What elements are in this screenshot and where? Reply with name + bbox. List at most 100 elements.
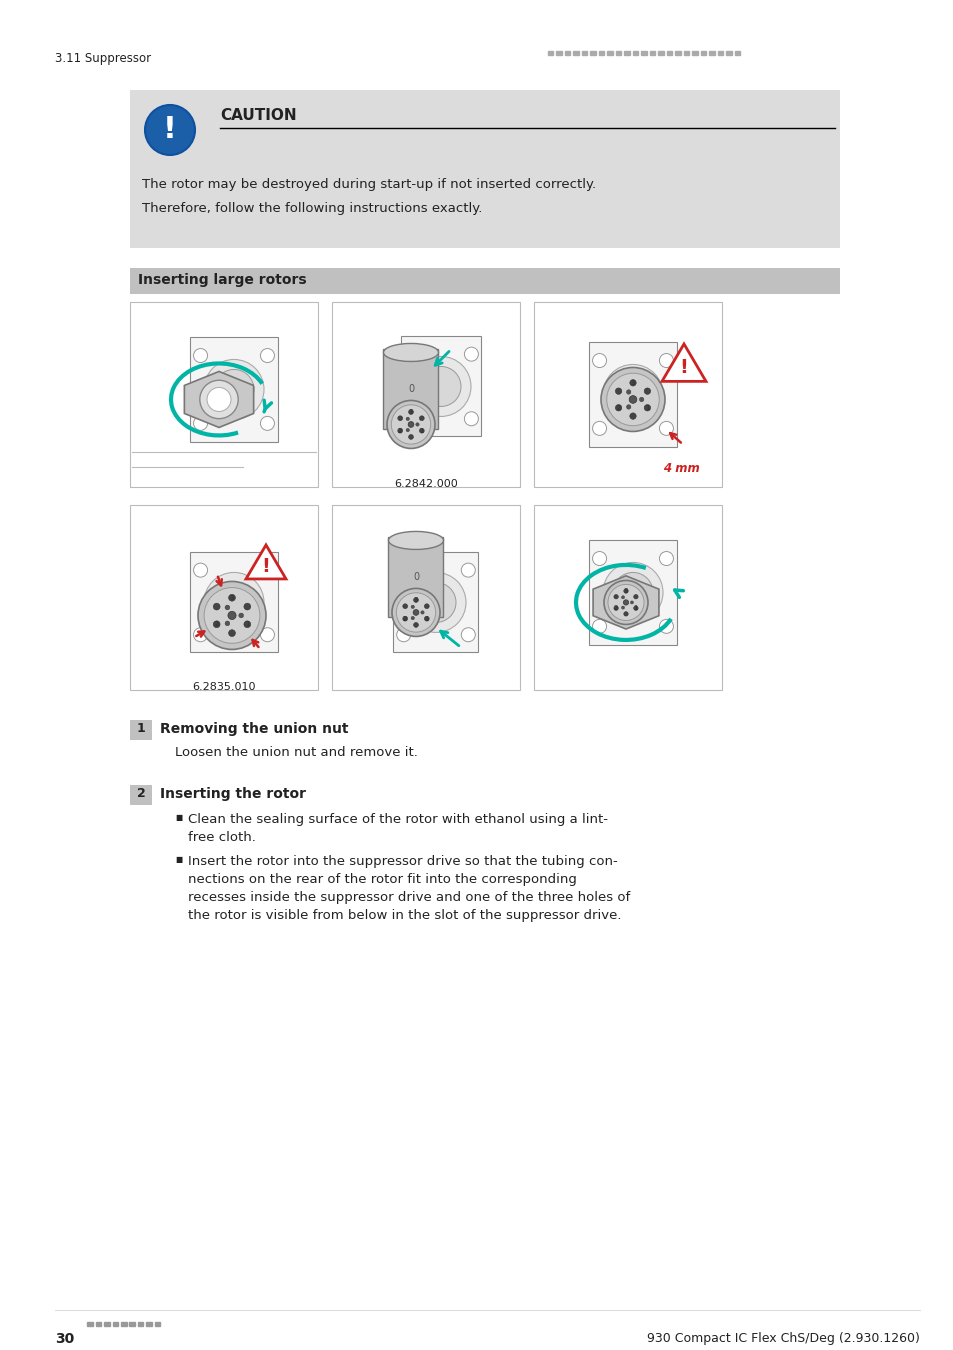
- Text: Loosen the union nut and remove it.: Loosen the union nut and remove it.: [174, 747, 417, 759]
- Polygon shape: [184, 371, 253, 428]
- Circle shape: [613, 374, 652, 414]
- Polygon shape: [661, 344, 705, 381]
- Circle shape: [613, 572, 652, 613]
- FancyBboxPatch shape: [400, 336, 480, 436]
- Circle shape: [629, 413, 636, 420]
- FancyBboxPatch shape: [534, 505, 721, 690]
- Circle shape: [198, 582, 266, 649]
- Bar: [718, 51, 722, 55]
- FancyBboxPatch shape: [383, 350, 438, 429]
- FancyBboxPatch shape: [332, 302, 519, 487]
- Circle shape: [408, 435, 413, 439]
- Circle shape: [592, 552, 606, 566]
- Circle shape: [260, 563, 274, 578]
- Text: free cloth.: free cloth.: [188, 830, 255, 844]
- Circle shape: [623, 612, 627, 616]
- Polygon shape: [246, 545, 286, 579]
- FancyBboxPatch shape: [588, 342, 677, 447]
- FancyBboxPatch shape: [130, 505, 317, 690]
- Circle shape: [193, 416, 208, 431]
- Circle shape: [602, 563, 662, 622]
- Circle shape: [416, 582, 456, 622]
- Circle shape: [225, 605, 230, 610]
- Circle shape: [402, 603, 407, 609]
- Circle shape: [643, 405, 650, 410]
- Circle shape: [145, 105, 194, 155]
- Bar: [154, 1323, 160, 1326]
- Circle shape: [229, 629, 235, 636]
- Circle shape: [614, 591, 637, 614]
- Circle shape: [620, 606, 624, 609]
- Circle shape: [659, 620, 673, 633]
- Bar: [709, 51, 714, 55]
- Text: 3: 3: [623, 589, 628, 594]
- Text: 2: 2: [614, 605, 618, 612]
- FancyBboxPatch shape: [190, 338, 277, 441]
- Circle shape: [199, 381, 238, 418]
- Bar: [581, 51, 587, 55]
- Text: 6.2842.000: 6.2842.000: [394, 479, 457, 489]
- Bar: [734, 51, 740, 55]
- Circle shape: [413, 610, 418, 616]
- Bar: [624, 51, 629, 55]
- Text: recesses inside the suppressor drive and one of the three holes of: recesses inside the suppressor drive and…: [188, 891, 630, 904]
- Bar: [590, 51, 596, 55]
- Circle shape: [464, 412, 477, 425]
- Circle shape: [260, 628, 274, 641]
- Circle shape: [626, 390, 630, 394]
- FancyBboxPatch shape: [130, 302, 317, 487]
- Text: 2: 2: [136, 787, 145, 801]
- Bar: [95, 1323, 101, 1326]
- Circle shape: [414, 622, 418, 628]
- Text: 2: 2: [402, 616, 407, 622]
- Text: ■: ■: [174, 855, 182, 864]
- Bar: [658, 51, 663, 55]
- Circle shape: [408, 409, 413, 414]
- Circle shape: [607, 585, 643, 621]
- Bar: [564, 51, 570, 55]
- Circle shape: [396, 628, 411, 641]
- Ellipse shape: [383, 343, 438, 362]
- Circle shape: [414, 598, 418, 602]
- Text: !: !: [261, 556, 270, 575]
- Circle shape: [392, 589, 439, 636]
- FancyBboxPatch shape: [393, 552, 478, 652]
- Circle shape: [207, 387, 231, 412]
- Circle shape: [629, 379, 636, 386]
- Text: 3: 3: [230, 595, 234, 601]
- Circle shape: [606, 373, 659, 425]
- Circle shape: [603, 580, 647, 625]
- Circle shape: [402, 617, 407, 621]
- FancyBboxPatch shape: [388, 537, 443, 617]
- Circle shape: [193, 563, 208, 578]
- Text: 1: 1: [424, 616, 429, 622]
- Bar: [112, 1323, 118, 1326]
- Circle shape: [225, 621, 230, 626]
- Text: 4 mm: 4 mm: [662, 463, 699, 475]
- FancyBboxPatch shape: [130, 90, 840, 248]
- Ellipse shape: [388, 532, 443, 549]
- Circle shape: [613, 594, 618, 599]
- Text: Removing the union nut: Removing the union nut: [160, 722, 348, 736]
- Text: 1: 1: [419, 428, 424, 433]
- Circle shape: [420, 610, 424, 614]
- Circle shape: [403, 347, 417, 362]
- Text: Clean the sealing surface of the rotor with ethanol using a lint-: Clean the sealing surface of the rotor w…: [188, 813, 607, 826]
- Circle shape: [464, 347, 477, 362]
- Circle shape: [424, 617, 429, 621]
- Circle shape: [260, 416, 274, 431]
- Text: Therefore, follow the following instructions exactly.: Therefore, follow the following instruct…: [142, 202, 482, 215]
- Text: Insert the rotor into the suppressor drive so that the tubing con-: Insert the rotor into the suppressor dri…: [188, 855, 618, 868]
- Text: The rotor may be destroyed during start-up if not inserted correctly.: The rotor may be destroyed during start-…: [142, 178, 596, 190]
- Circle shape: [406, 572, 465, 632]
- Circle shape: [397, 428, 402, 433]
- Bar: [104, 1323, 110, 1326]
- Circle shape: [213, 621, 220, 628]
- Bar: [556, 51, 561, 55]
- Text: 3: 3: [408, 409, 413, 414]
- Circle shape: [615, 387, 621, 394]
- Circle shape: [592, 354, 606, 367]
- Circle shape: [396, 563, 411, 578]
- Text: 2: 2: [616, 405, 620, 410]
- Text: Inserting large rotors: Inserting large rotors: [138, 273, 306, 288]
